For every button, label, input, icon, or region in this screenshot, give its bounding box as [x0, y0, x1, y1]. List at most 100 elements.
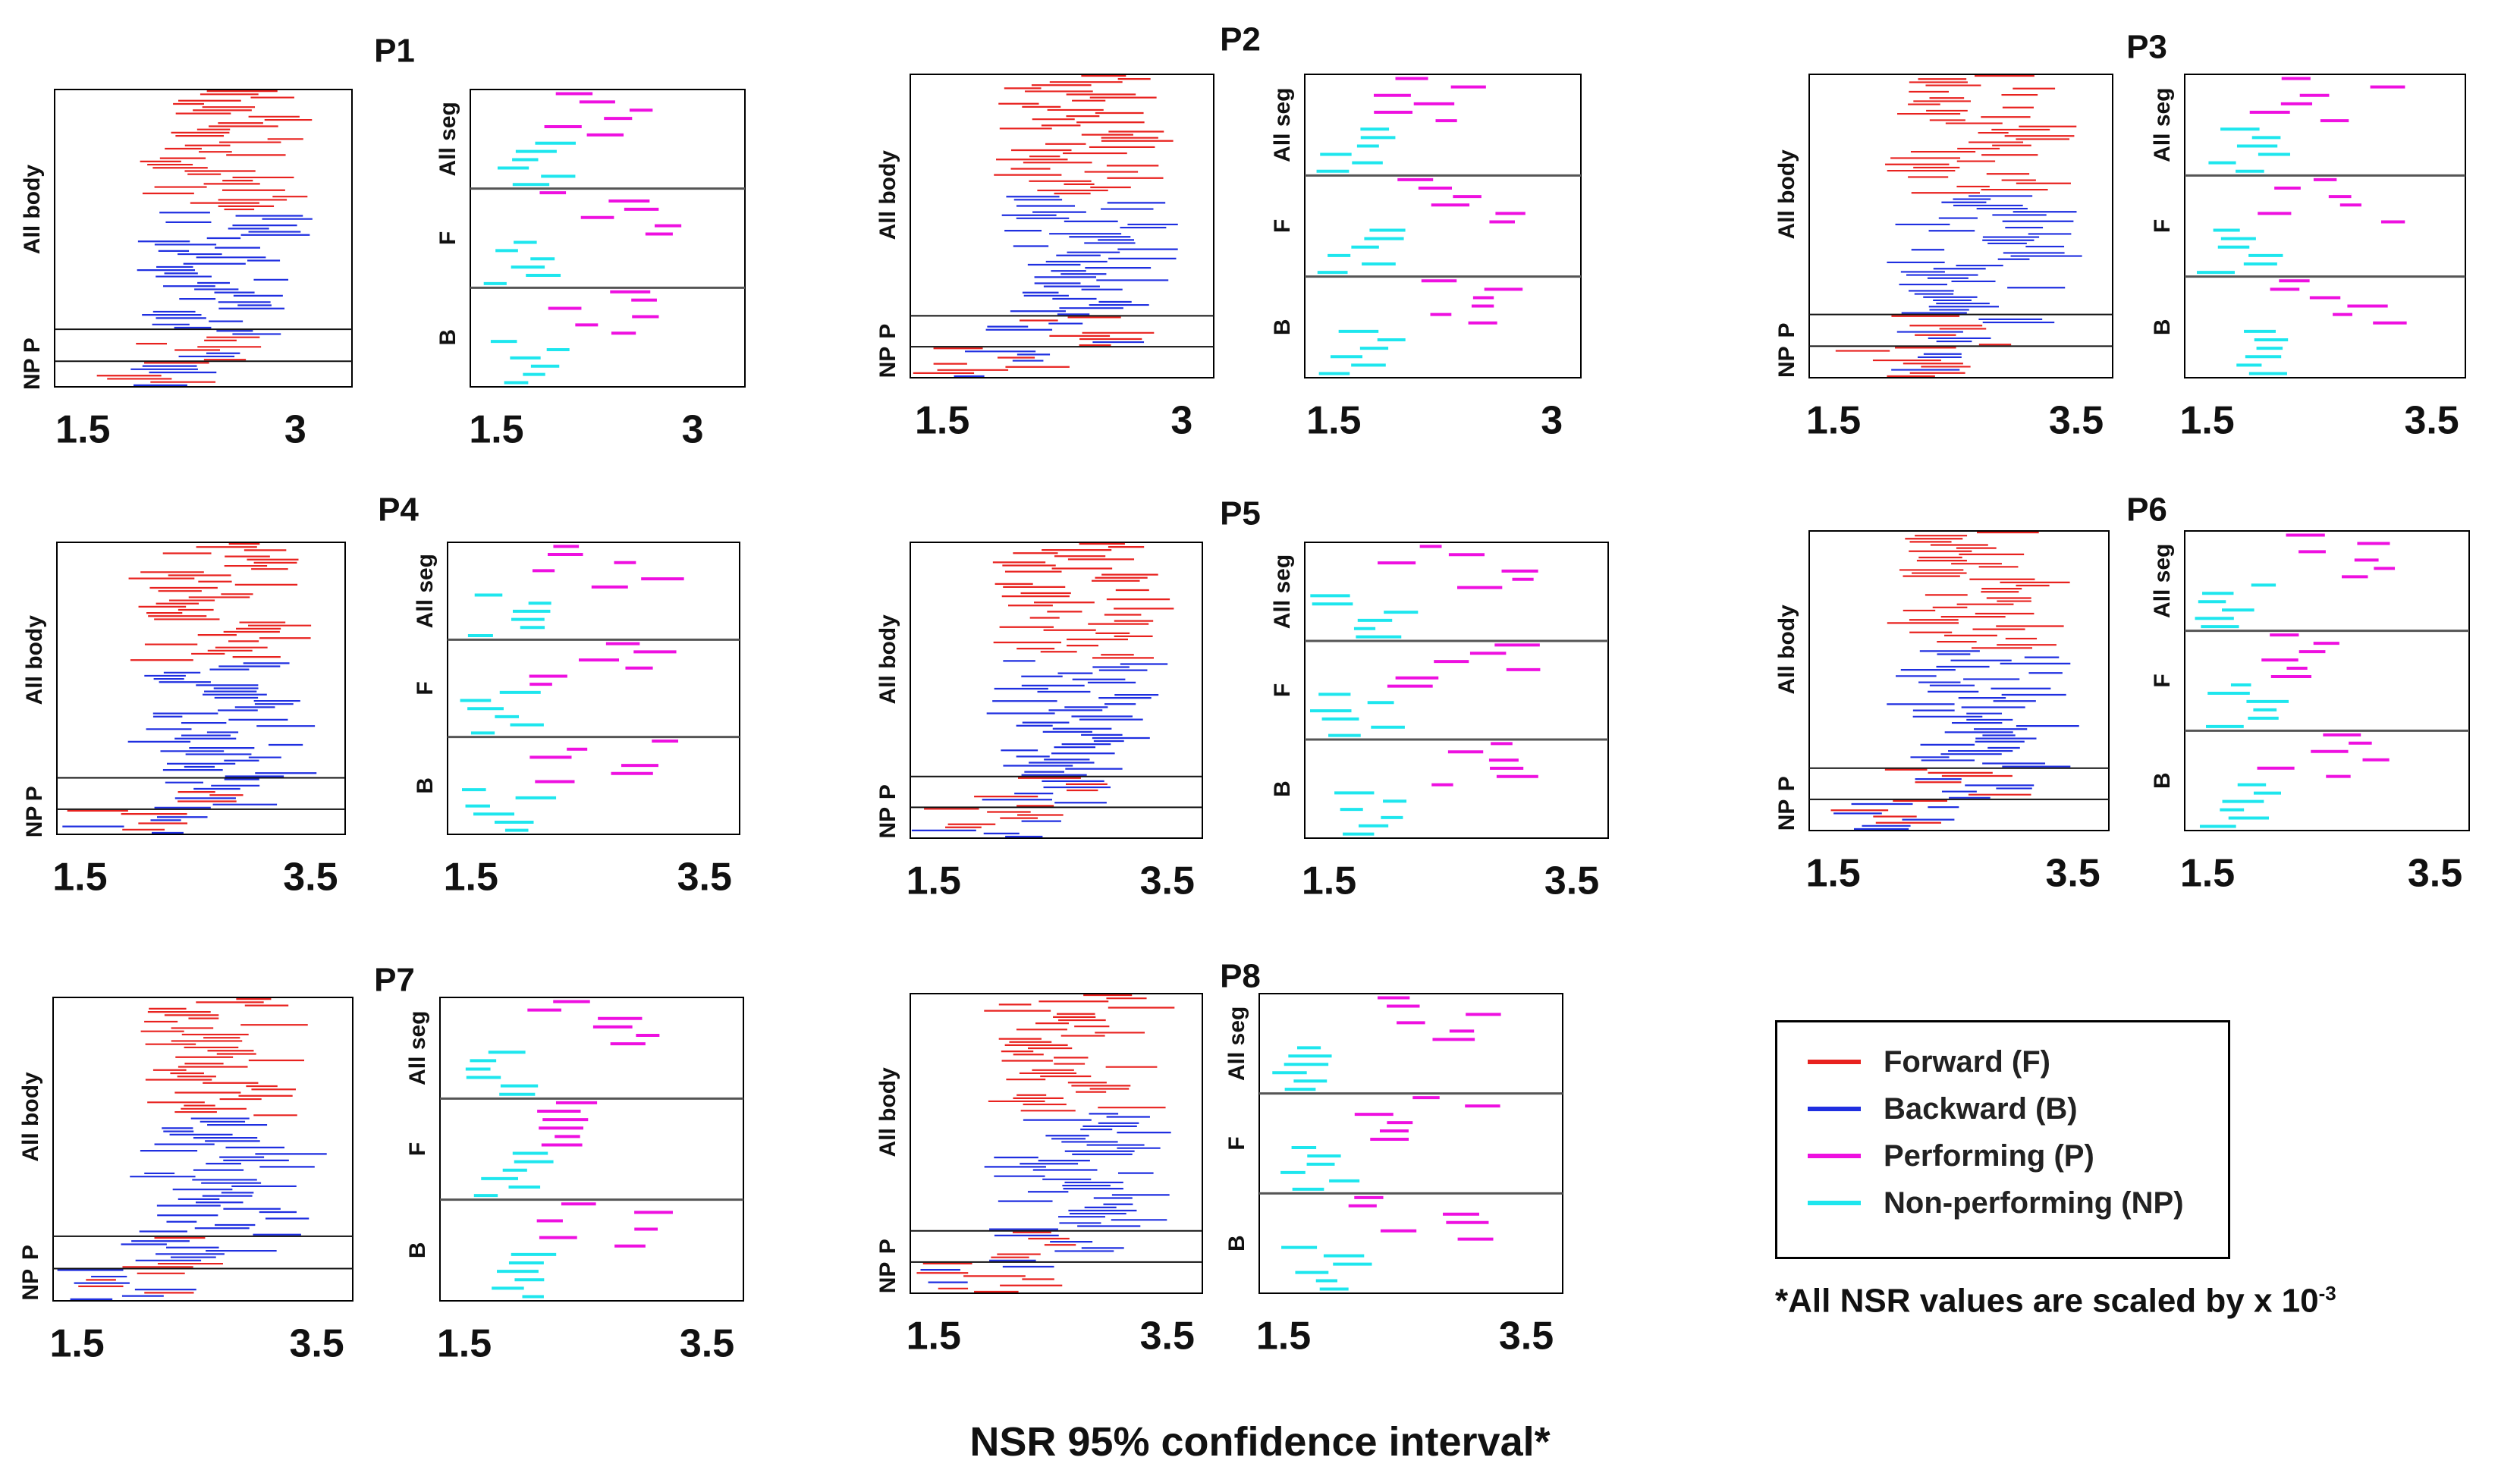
p5-right-group-label: B [1270, 780, 1295, 797]
p2-right-group-label: B [1270, 319, 1295, 335]
p6-left-group-label: All body [1774, 605, 1799, 695]
p5-right-axes [1304, 542, 1609, 839]
p3-right-axes [2184, 74, 2466, 378]
p5-left-tick-label: 1.5 [907, 859, 961, 903]
panel-title-p2: P2 [1220, 21, 1261, 58]
p2-left-group-label: NP [875, 347, 900, 378]
legend: Forward (F) Backward (B) Performing (P) … [1775, 1020, 2230, 1259]
p1-right-axes [470, 89, 746, 388]
p8-left-tick-label: 1.5 [907, 1314, 961, 1358]
p2-right-tick-label: 3 [1541, 399, 1563, 443]
p2-left-tick-label: 1.5 [915, 399, 969, 443]
panel-title-p8: P8 [1220, 958, 1261, 995]
legend-label-performing: Performing (P) [1884, 1139, 2094, 1173]
p3-right-group-label: B [2150, 319, 2175, 335]
p4-right-group-label: All seg [413, 554, 438, 628]
p6-right-tick-label: 3.5 [2408, 852, 2462, 896]
legend-label-forward: Forward (F) [1884, 1044, 2050, 1079]
p1-left-tick-label: 3 [284, 408, 306, 452]
legend-label-backward: Backward (B) [1884, 1091, 2078, 1126]
p7-right-tick-label: 1.5 [437, 1322, 492, 1366]
p2-left-group-label: All body [875, 150, 900, 240]
p4-left-group-label: NP [22, 806, 47, 838]
p1-right-tick-label: 3 [682, 408, 704, 452]
legend-swatch-backward [1808, 1107, 1861, 1111]
legend-swatch-forward [1808, 1060, 1861, 1064]
p5-right-tick-label: 3.5 [1544, 859, 1599, 903]
p2-right-axes [1304, 74, 1582, 378]
p5-right-group-label: All seg [1270, 554, 1295, 629]
legend-item-backward: Backward (B) [1808, 1086, 2078, 1132]
p1-right-tick-label: 1.5 [469, 408, 523, 452]
p2-right-group-label: F [1270, 219, 1295, 233]
panel-title-p4: P4 [378, 492, 419, 529]
p1-left-group-label: All body [20, 165, 45, 255]
panel-title-p7: P7 [374, 962, 415, 999]
p6-right-group-label: B [2150, 772, 2175, 789]
p4-left-tick-label: 3.5 [283, 856, 338, 900]
p4-left-axes [56, 542, 346, 835]
p4-left-tick-label: 1.5 [52, 856, 107, 900]
p6-left-tick-label: 3.5 [2045, 852, 2100, 896]
footnote-exponent: -3 [2318, 1282, 2336, 1305]
p8-right-group-label: F [1224, 1136, 1249, 1150]
p7-left-group-label: P [18, 1245, 43, 1260]
p8-left-axes [910, 993, 1203, 1294]
p3-right-tick-label: 1.5 [2179, 399, 2234, 443]
p6-right-group-label: All seg [2150, 544, 2175, 618]
p4-left-group-label: P [22, 786, 47, 801]
p3-left-group-label: NP [1774, 346, 1799, 378]
p3-left-group-label: P [1774, 322, 1799, 338]
p1-left-tick-label: 1.5 [55, 408, 110, 452]
p1-left-axes [54, 89, 353, 388]
p8-left-tick-label: 3.5 [1140, 1314, 1195, 1358]
p6-left-group-label: NP [1774, 799, 1799, 831]
p7-left-tick-label: 3.5 [289, 1322, 344, 1366]
p8-left-group-label: All body [875, 1067, 900, 1157]
p7-right-axes [439, 997, 744, 1302]
p7-left-group-label: NP [18, 1269, 43, 1301]
p8-left-group-label: NP [875, 1262, 900, 1294]
p3-right-tick-label: 3.5 [2404, 399, 2459, 443]
legend-label-non-performing: Non-performing (NP) [1884, 1186, 2184, 1220]
p1-right-group-label: F [435, 231, 460, 245]
panel-title-p6: P6 [2126, 492, 2167, 529]
p3-left-axes [1808, 74, 2113, 378]
p3-right-group-label: All seg [2150, 87, 2175, 162]
p1-left-group-label: NP [20, 358, 45, 390]
p7-right-group-label: F [405, 1142, 430, 1156]
panel-title-p1: P1 [374, 33, 415, 70]
p4-right-tick-label: 3.5 [677, 856, 732, 900]
p7-right-group-label: B [405, 1242, 430, 1258]
p7-left-group-label: All body [18, 1072, 43, 1162]
p2-right-group-label: All seg [1270, 87, 1295, 162]
p6-right-axes [2184, 530, 2470, 831]
legend-item-forward: Forward (F) [1808, 1039, 2050, 1085]
p4-right-axes [447, 542, 740, 835]
legend-swatch-non-performing [1808, 1201, 1861, 1205]
p3-right-group-label: F [2150, 219, 2175, 233]
p5-left-group-label: NP [875, 807, 900, 839]
p2-right-tick-label: 1.5 [1306, 399, 1361, 443]
scale-footnote: *All NSR values are scaled by x 10-3 [1775, 1282, 2336, 1321]
p8-right-tick-label: 1.5 [1256, 1314, 1311, 1358]
p4-right-group-label: B [413, 777, 438, 794]
p2-left-axes [910, 74, 1214, 378]
p5-right-tick-label: 1.5 [1302, 859, 1356, 903]
p5-right-group-label: F [1270, 683, 1295, 697]
p7-left-axes [52, 997, 353, 1302]
panel-title-p5: P5 [1220, 495, 1261, 532]
p2-left-group-label: P [875, 324, 900, 339]
p5-left-tick-label: 3.5 [1140, 859, 1195, 903]
p6-left-group-label: P [1774, 776, 1799, 791]
p4-right-tick-label: 1.5 [444, 856, 498, 900]
p6-right-tick-label: 1.5 [2180, 852, 2235, 896]
p7-left-tick-label: 1.5 [49, 1322, 104, 1366]
p8-right-group-label: All seg [1224, 1007, 1249, 1081]
p1-left-group-label: P [20, 338, 45, 353]
x-axis-title: NSR 95% confidence interval* [969, 1419, 1551, 1465]
p5-left-axes [910, 542, 1203, 839]
p8-right-axes [1258, 993, 1563, 1294]
p8-right-group-label: B [1224, 1235, 1249, 1252]
p4-right-group-label: F [413, 681, 438, 695]
